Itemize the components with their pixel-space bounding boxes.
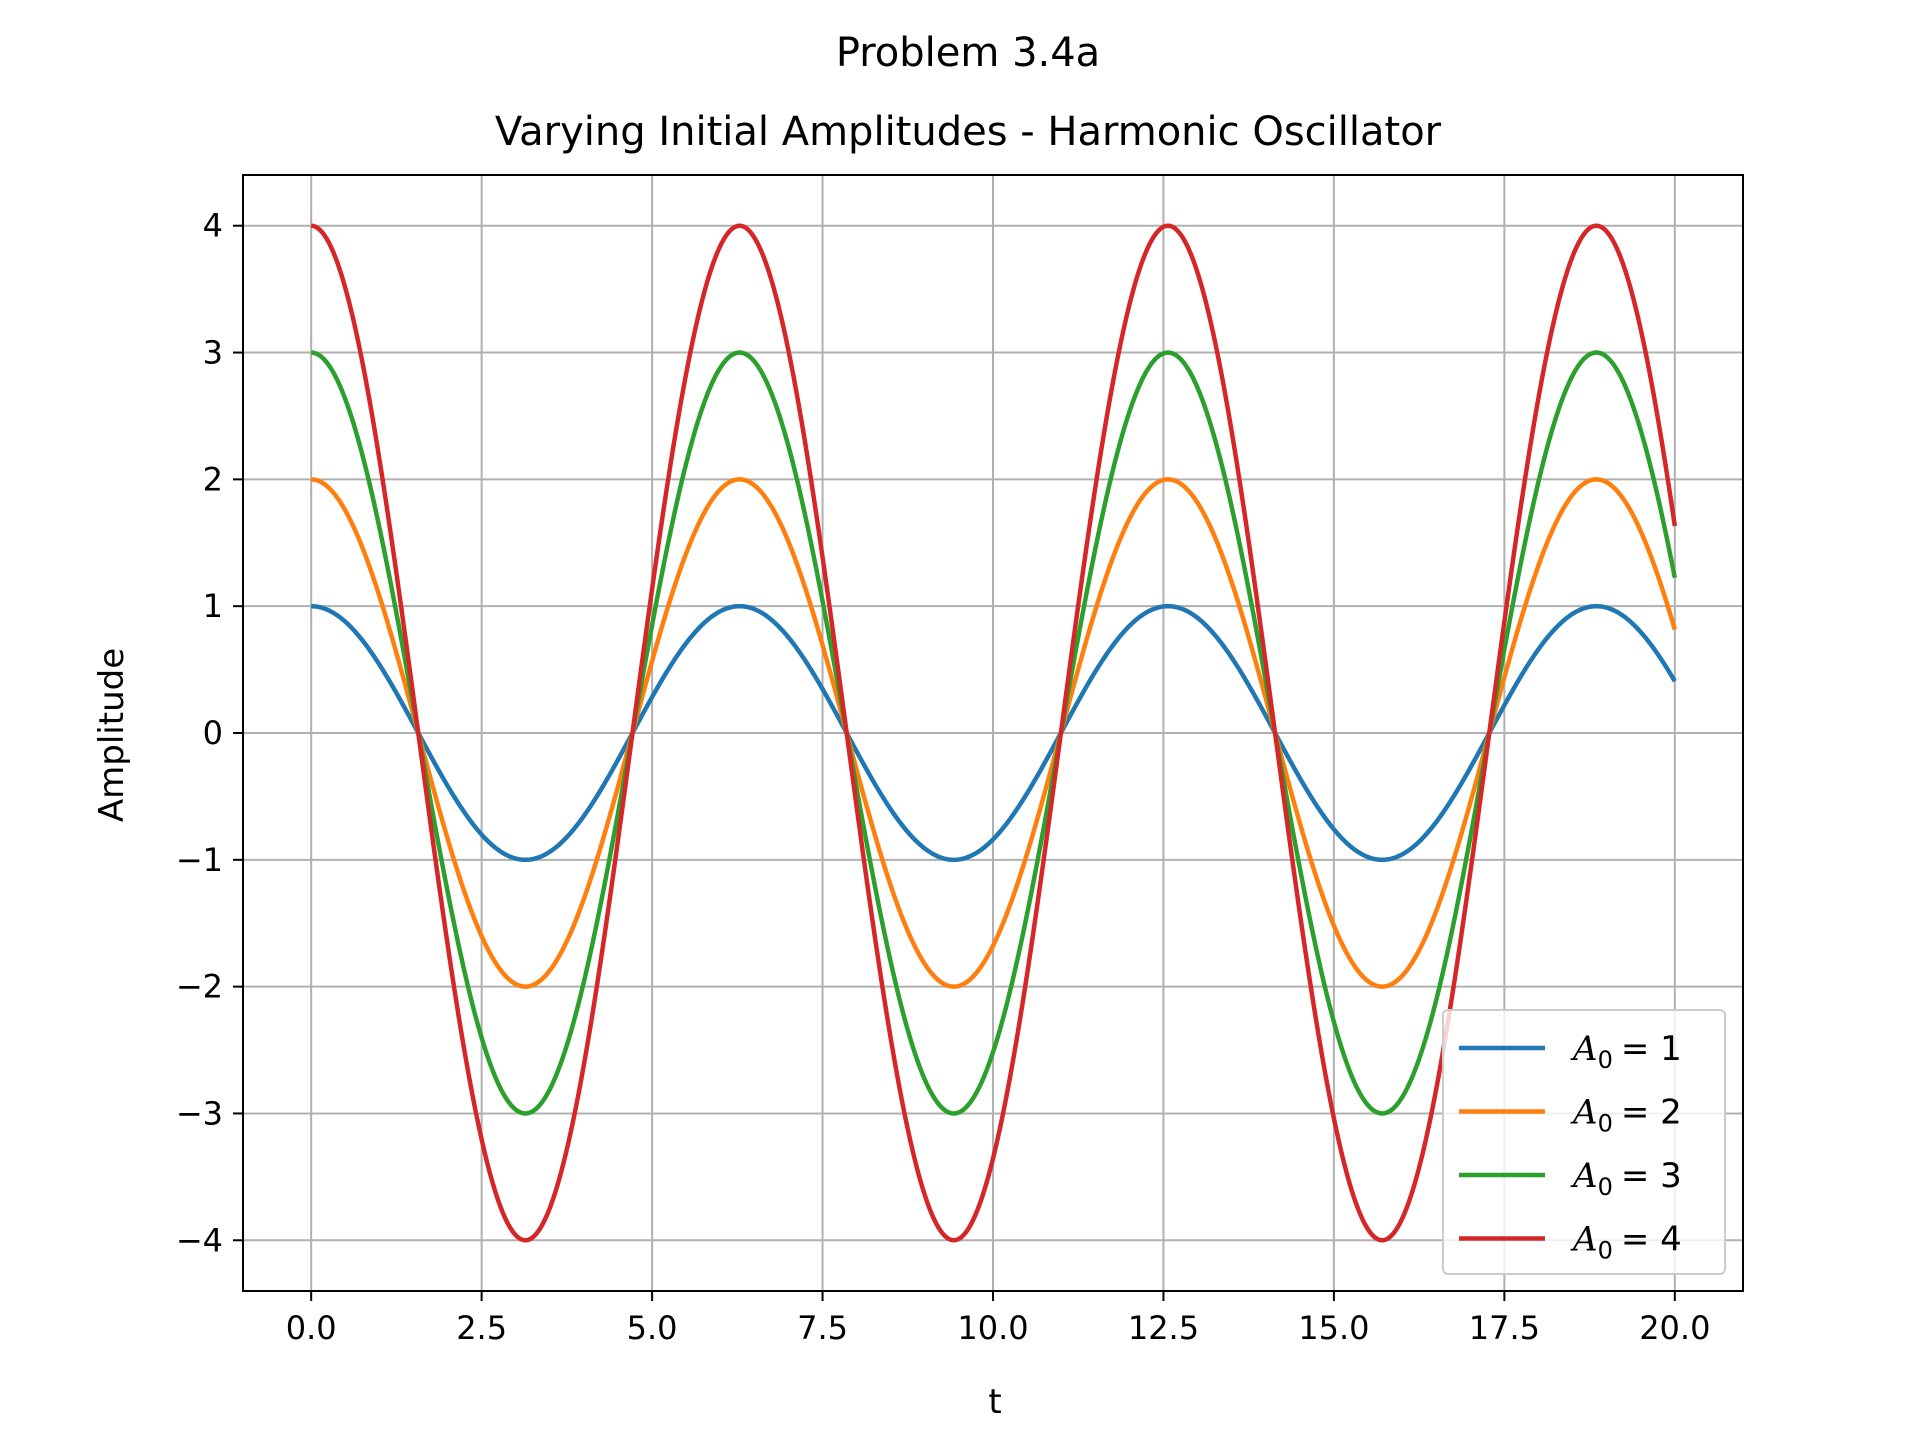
- chart-suptitle: Problem 3.4a: [836, 30, 1100, 76]
- legend: A0 = 1 A0 = 2 A0 = 3 A0 = 4: [1442, 1009, 1726, 1275]
- legend-label: A0 = 4: [1570, 1220, 1682, 1265]
- x-tick-label: 5.0: [627, 1309, 678, 1347]
- y-tick-label: −1: [176, 841, 223, 879]
- legend-box: [1442, 1009, 1726, 1275]
- y-axis-ticks: −4 −3 −2 −1 0 1 2 3 4: [176, 207, 243, 1259]
- legend-label: A0 = 2: [1570, 1093, 1682, 1138]
- x-tick-label: 15.0: [1298, 1309, 1369, 1347]
- x-tick-label: 0.0: [286, 1309, 337, 1347]
- x-tick-label: 10.0: [957, 1309, 1028, 1347]
- series-line-a0-2: [310, 477, 1677, 989]
- y-tick-label: 3: [203, 334, 223, 372]
- y-tick-label: 1: [203, 587, 223, 625]
- y-tick-label: −4: [176, 1221, 223, 1259]
- chart-title: Varying Initial Amplitudes - Harmonic Os…: [495, 109, 1442, 155]
- x-tick-label: 20.0: [1639, 1309, 1710, 1347]
- x-axis-ticks: 0.0 2.5 5.0 7.5 10.0 12.5 15.0 17.5 20.0: [286, 1291, 1710, 1347]
- x-tick-label: 12.5: [1128, 1309, 1199, 1347]
- legend-label: A0 = 1: [1570, 1029, 1682, 1074]
- series-line-a0-1: [310, 603, 1677, 863]
- x-axis-label: t: [988, 1382, 1001, 1422]
- x-tick-label: 2.5: [456, 1309, 507, 1347]
- y-axis-label: Amplitude: [92, 648, 132, 822]
- y-tick-label: 0: [203, 714, 223, 752]
- x-tick-label: 17.5: [1469, 1309, 1540, 1347]
- y-tick-label: 4: [203, 207, 223, 245]
- y-tick-label: 2: [203, 460, 223, 498]
- series-line-a0-3: [310, 350, 1678, 1116]
- legend-label: A0 = 3: [1570, 1156, 1682, 1201]
- y-tick-label: −2: [176, 968, 223, 1006]
- y-tick-label: −3: [176, 1094, 223, 1132]
- x-tick-label: 7.5: [797, 1309, 848, 1347]
